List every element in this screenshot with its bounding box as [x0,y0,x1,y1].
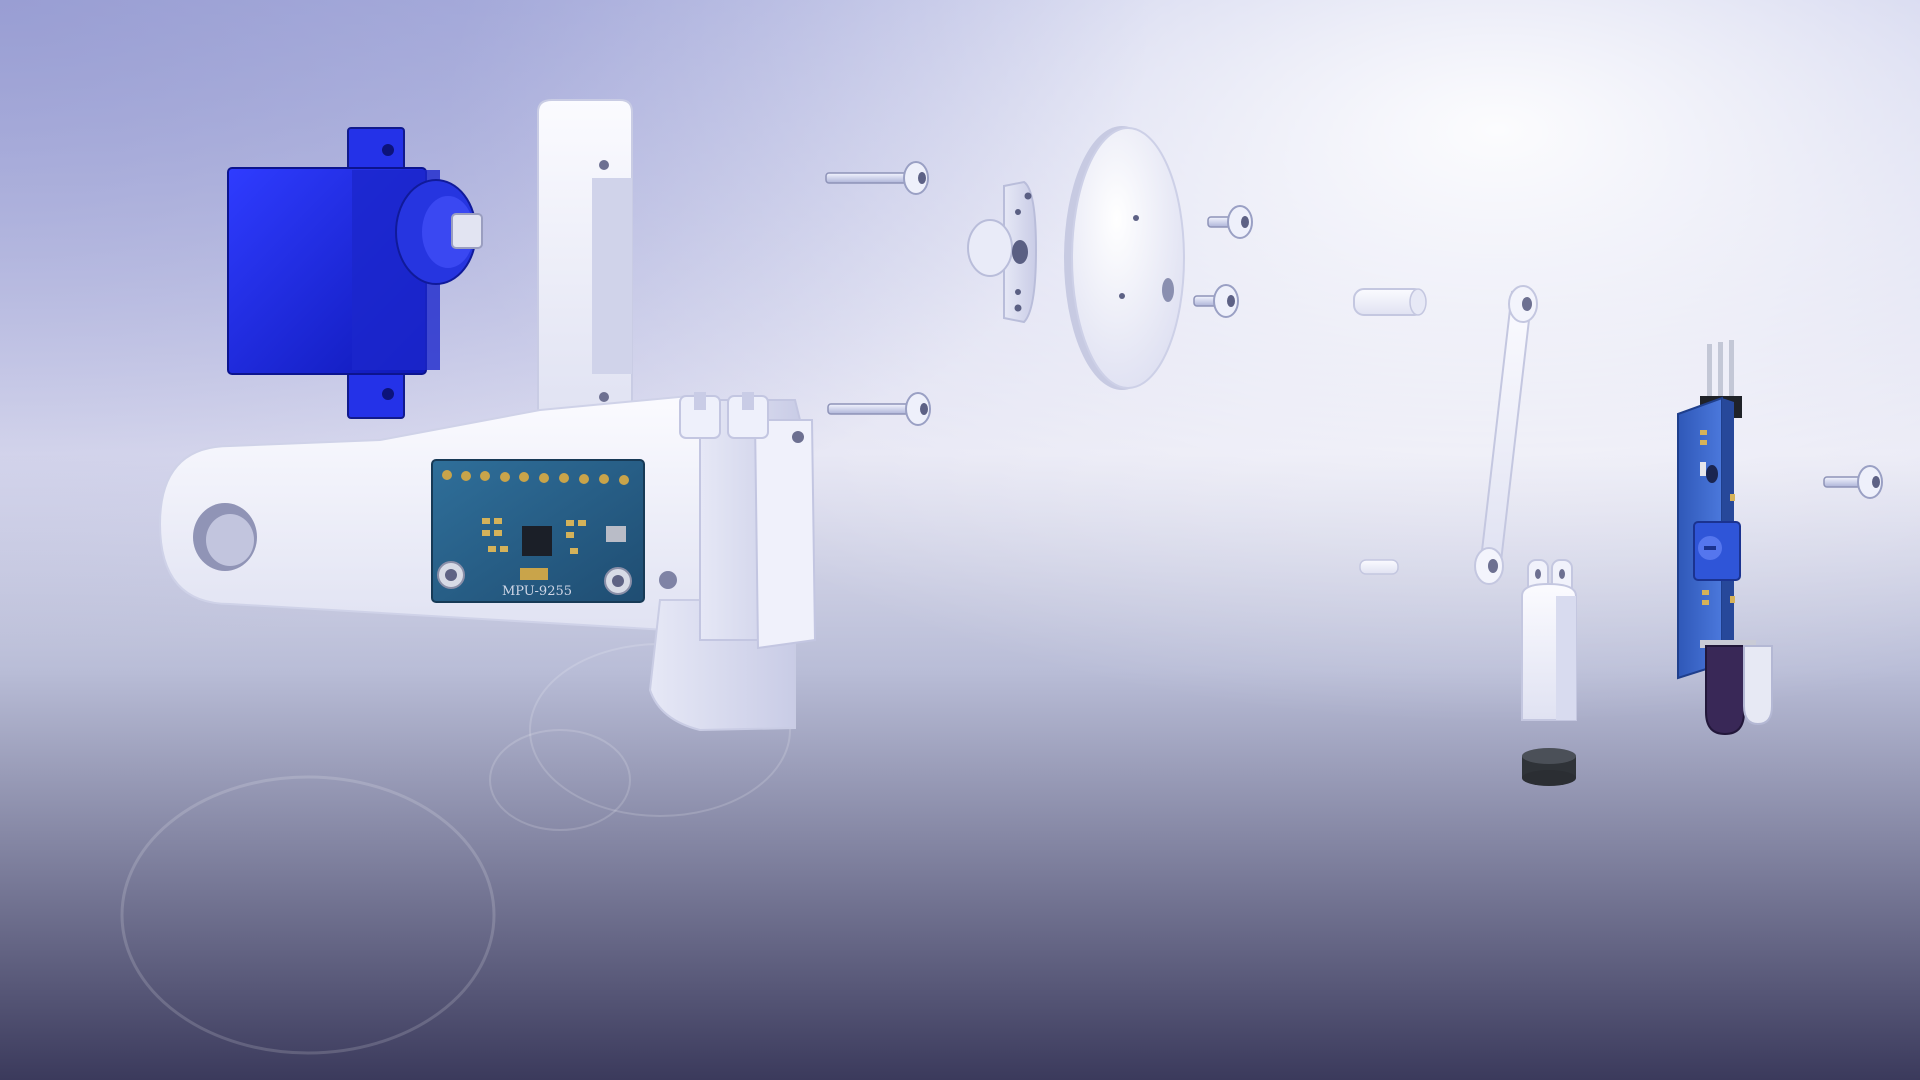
pin-lower [1359,559,1399,575]
servo-horn [967,180,1038,324]
ir-sensor-board [1677,340,1773,736]
imu-header-pins [442,470,629,485]
pin-upper [1353,288,1427,316]
servo-motor [227,127,483,419]
link-arm [1474,285,1538,585]
magnet-disc [1522,748,1576,786]
cylinder-housing [1521,559,1577,721]
screw-far-right [1823,465,1883,499]
imu-label: MPU-9255 [502,584,572,599]
short-screw-upper [1207,205,1253,239]
disc [1064,126,1185,390]
screw-upper [825,161,929,195]
screw-lower [827,392,931,426]
imu-board: MPU-9255 [431,459,645,603]
short-screw-lower [1193,284,1239,318]
